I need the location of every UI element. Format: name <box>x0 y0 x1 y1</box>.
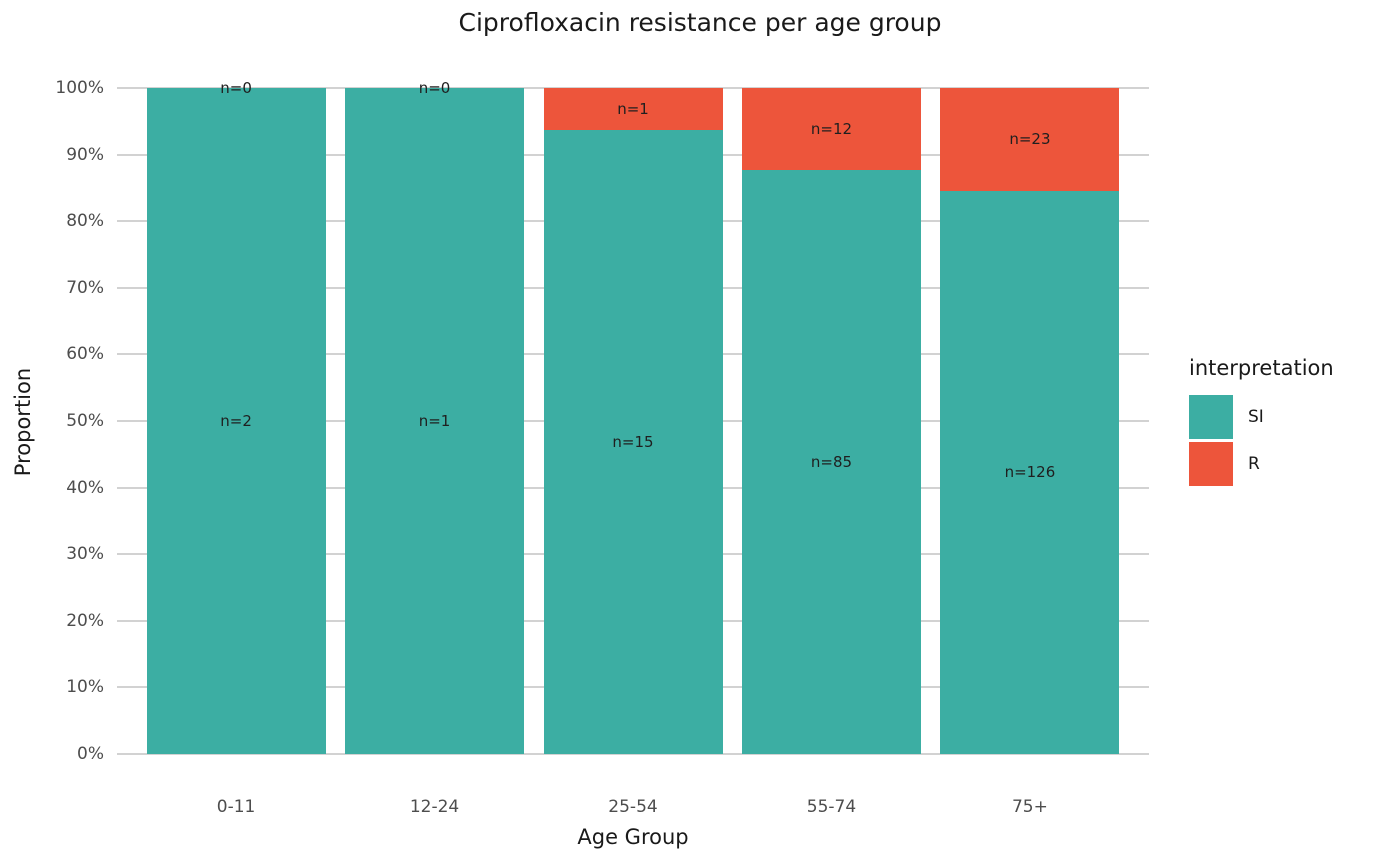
segment-SI-12-24 <box>345 88 525 754</box>
count-label-R-55-74: n=12 <box>810 120 853 139</box>
legend-item-SI: SI <box>1189 395 1334 439</box>
y-tick-0%: 0% <box>77 744 104 764</box>
y-tick-10%: 10% <box>66 677 104 698</box>
y-tick-90%: 90% <box>66 144 104 165</box>
legend-item-R: R <box>1189 442 1334 486</box>
y-tick-60%: 60% <box>66 344 104 365</box>
bar-12-24 <box>345 88 525 754</box>
count-label-SI-55-74: n=85 <box>810 453 853 472</box>
legend-title: interpretation <box>1189 356 1334 380</box>
x-tick-12-24: 12-24 <box>409 797 460 817</box>
legend: interpretation SI R <box>1189 356 1334 489</box>
segment-SI-25-54 <box>543 129 723 754</box>
count-label-SI-75+: n=126 <box>1004 463 1056 482</box>
bar-75+ <box>940 88 1120 754</box>
y-tick-20%: 20% <box>66 610 104 631</box>
chart-title: Ciprofloxacin resistance per age group <box>458 8 942 37</box>
segment-R-75+ <box>940 88 1120 191</box>
y-tick-70%: 70% <box>66 277 104 298</box>
bar-55-74 <box>741 88 921 754</box>
bar-25-54 <box>543 88 723 754</box>
x-axis-title: Age Group <box>577 825 689 849</box>
y-tick-30%: 30% <box>66 544 104 565</box>
count-label-R-12-24: n=0 <box>418 79 451 97</box>
legend-label-R: R <box>1248 454 1260 474</box>
count-label-SI-12-24: n=1 <box>418 412 451 430</box>
segment-SI-0-11 <box>146 88 326 754</box>
x-tick-25-54: 25-54 <box>608 797 658 817</box>
y-tick-40%: 40% <box>66 477 104 498</box>
y-tick-100%: 100% <box>55 78 104 98</box>
x-tick-55-74: 55-74 <box>806 797 857 817</box>
y-tick-80%: 80% <box>66 211 104 232</box>
count-label-SI-25-54: n=15 <box>612 432 654 451</box>
plot-panel: n=0 n=2 n=0 n=1 n=1 n=15 n=12 n=85 n=23 n=126 <box>117 79 1149 755</box>
segment-R-25-54 <box>543 88 723 130</box>
count-label-R-75+: n=23 <box>1009 130 1051 149</box>
x-tick-75+: 75+ <box>1011 797 1048 817</box>
count-label-R-25-54: n=1 <box>617 99 649 118</box>
legend-swatch-R <box>1189 442 1233 486</box>
bar-0-11 <box>146 88 326 754</box>
legend-label-SI: SI <box>1248 407 1264 427</box>
segment-SI-55-74 <box>741 170 921 754</box>
count-label-SI-0-11: n=2 <box>220 412 252 430</box>
legend-swatch-SI <box>1189 395 1233 439</box>
legend-items: SI R <box>1189 395 1334 486</box>
count-label-R-0-11: n=0 <box>220 79 252 97</box>
y-tick-50%: 50% <box>66 411 104 431</box>
gridline-0% <box>117 753 1149 755</box>
x-tick-0-11: 0-11 <box>216 797 256 817</box>
segment-R-55-74 <box>741 88 921 171</box>
segment-SI-75+ <box>940 190 1120 754</box>
